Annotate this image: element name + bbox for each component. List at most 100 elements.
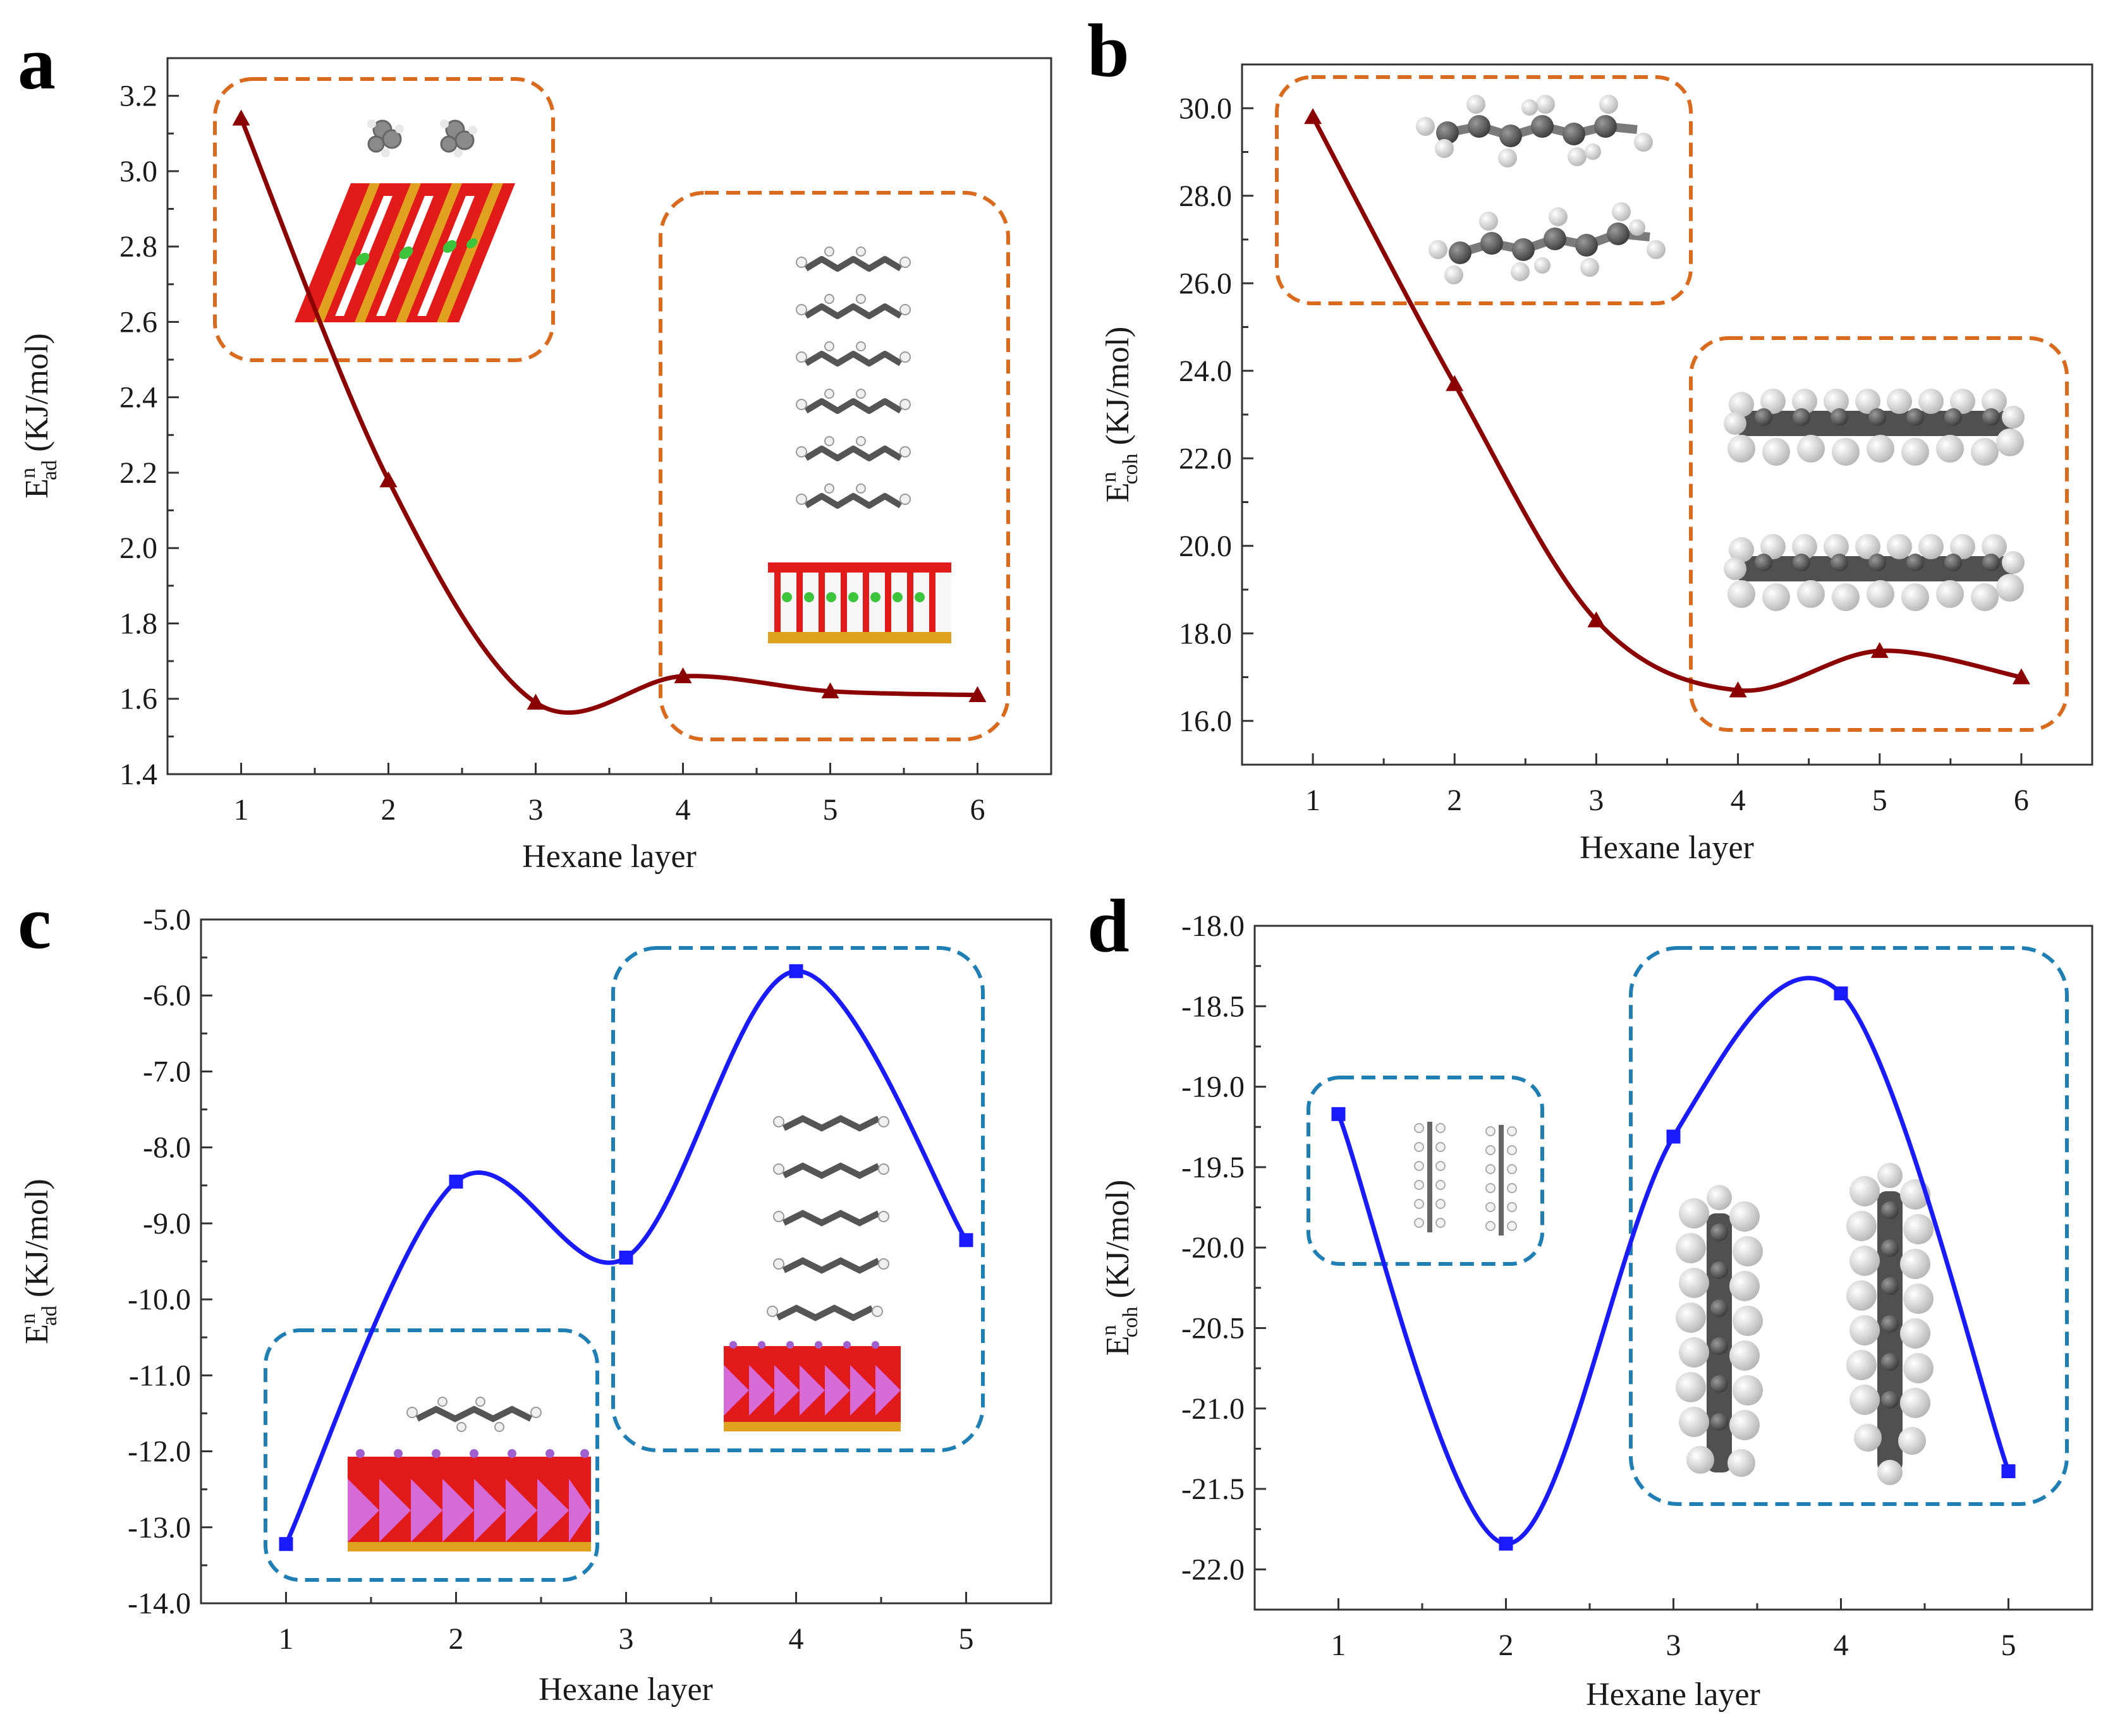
y-tick-label: 30.0 [1179,92,1232,125]
series-layer-c [279,964,973,1551]
y-tick-label: 24.0 [1179,355,1232,388]
y-axis-title-d: Encoh (KJ/mol) [1097,1180,1142,1356]
data-point [959,1233,973,1247]
y-tick-label: -19.5 [1181,1151,1245,1184]
x-tick-label: 4 [676,793,691,827]
inset-box-b1 [1275,75,1693,305]
molecule-inset-a2 [768,246,951,645]
data-point [1729,681,1747,698]
series-layer-d [1331,976,2016,1551]
panel-letter-b: b [1087,8,1130,92]
y-tick-label: -13.0 [128,1511,191,1545]
y-tick-label: 2.2 [119,456,157,490]
x-axis-title-c: Hexane layer [539,1672,713,1708]
data-point [379,471,398,488]
y-axis-title-b: Encoh (KJ/mol) [1097,327,1142,503]
panel-d: d 1 2 3 4 5 -22.0 -21.5 -21.0 -20.5 -20.0 -19.5 -19… [1087,883,2093,1713]
data-point [279,1537,293,1551]
panel-a: a 1 2 3 4 5 6 1.4 1.6 1.8 2.0 2.2 2.4 2.6 2.8 3.0 3.2 [16,21,1052,875]
x-tick-label: 5 [2001,1629,2016,1662]
molecule-inset-c2 [724,1115,901,1431]
data-point [1499,1536,1513,1551]
molecule-inset-b2 [1724,389,2025,611]
x-tick-label: 1 [1331,1629,1346,1662]
x-tick-label: 6 [2014,784,2029,817]
plot-frame-d [1253,925,2093,1611]
x-axis-title-d: Hexane layer [1586,1677,1760,1713]
inset-box-a1 [213,77,555,362]
data-point [1331,1107,1346,1121]
x-tick-label: 1 [1305,784,1320,817]
molecule-inset-b1 [1416,95,1666,284]
y-tick-label: 2.6 [119,305,157,339]
axes-c: 1 2 3 4 5 -14.0 -13.0 -12.0 -11.0 -10.0 -9.0 -8.0 -7… [128,903,973,1656]
y-tick-label: -21.0 [1181,1392,1245,1426]
y-tick-label: -12.0 [128,1435,191,1469]
x-tick-label: 4 [1834,1629,1849,1662]
x-tick-label: 2 [1499,1629,1514,1662]
panel-b: b 1 2 3 4 5 6 16.0 18.0 20.0 22.0 24.0 26.0 28.0 30.0 [1087,8,2093,866]
data-point [674,667,692,684]
molecule-inset-a1 [295,119,515,322]
y-tick-label: -11.0 [129,1359,191,1392]
inset-box-d2 [1629,946,2069,1506]
y-tick-label: 2.8 [119,230,157,264]
data-point [2012,668,2030,684]
y-tick-label: -8.0 [143,1131,191,1165]
x-tick-label: 3 [1666,1629,1681,1662]
x-tick-label: 1 [279,1622,294,1656]
axes-a: 1 2 3 4 5 6 1.4 1.6 1.8 2.0 2.2 2.4 2.6 2.8 3.0 3.2 [119,80,985,827]
panel-letter-c: c [18,880,51,964]
x-tick-label: 4 [789,1622,804,1656]
data-point [789,964,803,978]
data-point [1870,641,1889,659]
data-point [1587,611,1605,628]
data-point [1304,108,1322,124]
y-tick-label: 18.0 [1179,617,1232,650]
x-tick-label: 3 [1588,784,1604,817]
series-line [1336,976,2011,1546]
data-point [821,682,839,699]
panel-letter-a: a [18,21,56,105]
panel-c: c 1 2 3 4 5 -14.0 -13.0 -12.0 -11.0 -10.0 -9.0 -8.0… [16,880,1052,1708]
x-tick-label: 3 [528,793,544,827]
inset-box-a2 [659,191,1010,741]
y-tick-label: 22.0 [1179,442,1232,475]
data-point [1834,986,1848,1000]
y-axis-title-c: Enad (KJ/mol) [16,1179,61,1344]
y-tick-label: 3.2 [119,80,157,113]
data-point [968,686,987,702]
y-tick-label: 28.0 [1179,179,1232,213]
x-tick-label: 6 [970,793,985,827]
molecule-inset-d1 [1414,1122,1517,1235]
y-tick-label: 1.6 [119,683,157,716]
y-tick-label: 26.0 [1179,267,1232,300]
x-tick-label: 1 [234,793,249,827]
y-tick-label: -10.0 [128,1283,191,1316]
y-tick-label: 2.4 [119,381,157,415]
axes-d: 1 2 3 4 5 -22.0 -21.5 -21.0 -20.5 -20.0 -19.5 -19.0… [1181,909,2016,1662]
y-tick-label: -5.0 [143,903,191,937]
y-tick-label: 20.0 [1179,530,1232,563]
y-tick-label: 16.0 [1179,705,1232,738]
data-point [2001,1464,2016,1479]
series-layer-b [1304,108,2030,698]
y-tick-label: -18.5 [1181,990,1245,1023]
inset-box-b2 [1689,336,2069,732]
y-axis-title-a: Enad (KJ/mol) [16,333,61,499]
data-point [232,109,250,126]
data-point [449,1174,463,1189]
molecule-inset-c1 [348,1397,591,1551]
y-tick-label: -14.0 [128,1587,191,1620]
data-point [1446,375,1464,391]
x-tick-label: 5 [1872,784,1887,817]
panel-letter-d: d [1087,883,1130,968]
plot-frame-a [166,57,1052,775]
x-tick-label: 5 [823,793,838,827]
data-point [1666,1129,1681,1144]
y-tick-label: -6.0 [143,979,191,1012]
x-tick-label: 2 [1447,784,1462,817]
x-tick-label: 4 [1731,784,1746,817]
y-tick-label: -22.0 [1181,1553,1245,1586]
